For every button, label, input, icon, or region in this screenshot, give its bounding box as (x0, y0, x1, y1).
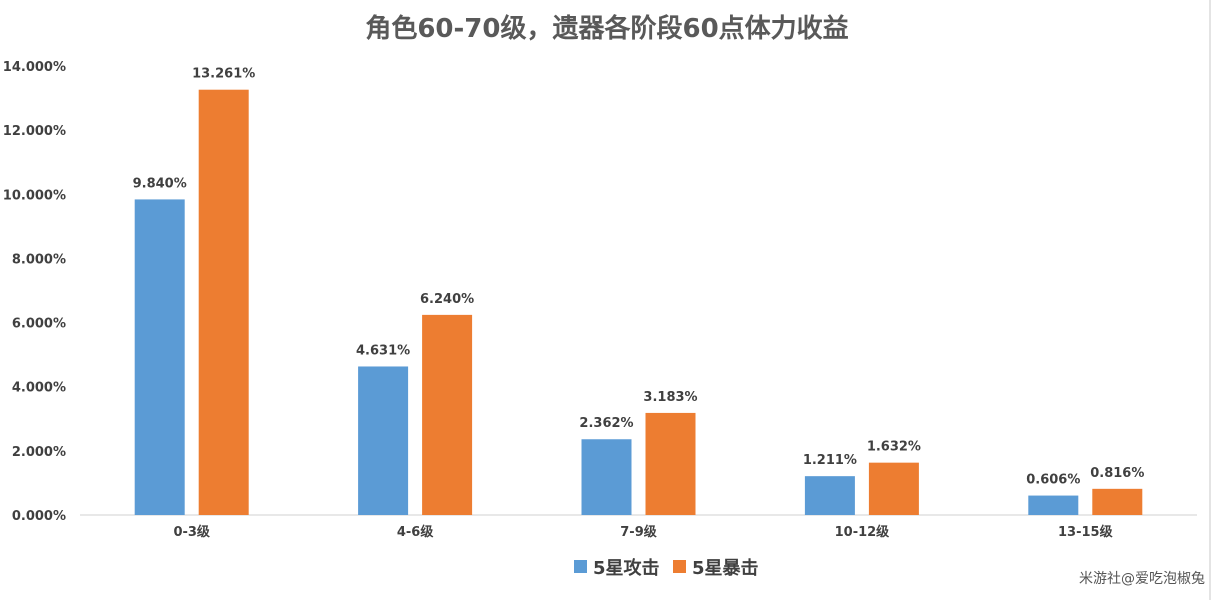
legend-label: 5星攻击 (593, 557, 660, 579)
y-tick-label: 6.000% (12, 317, 66, 332)
bar-attack (134, 199, 185, 515)
bars (134, 89, 1143, 516)
data-labels: 9.840% 13.261% 4.631% 6.240% 2.362% 3.183% 1.2… (133, 67, 1145, 488)
y-tick-label: 12.000% (3, 124, 66, 139)
legend: 5星攻击 5星暴击 (574, 557, 759, 579)
legend-label: 5星暴击 (692, 557, 759, 579)
data-label: 4.631% (356, 343, 410, 358)
legend-swatch (574, 560, 587, 573)
x-tick-label: 0-3级 (173, 524, 210, 540)
bar-crit (645, 412, 696, 515)
y-tick-label: 8.000% (12, 252, 66, 267)
legend-swatch (673, 560, 686, 573)
x-tick-label: 13-15级 (1058, 524, 1114, 540)
x-tick-label: 4-6级 (397, 524, 434, 540)
bar-crit (1092, 488, 1143, 515)
data-label: 1.632% (867, 440, 921, 455)
y-tick-label: 2.000% (12, 445, 66, 460)
y-tick-label: 0.000% (12, 509, 66, 524)
bar-attack (581, 439, 632, 515)
bar-crit (198, 89, 249, 516)
data-label: 3.183% (643, 390, 697, 405)
y-tick-label: 4.000% (12, 381, 66, 396)
bar-crit (422, 314, 473, 515)
x-tick-label: 7-9级 (620, 524, 657, 540)
data-label: 0.816% (1090, 466, 1144, 481)
bar-attack (1028, 495, 1079, 515)
chart-title: 角色60-70级，遗器各阶段60点体力收益 (365, 13, 848, 44)
watermark: 米游社@爱吃泡椒兔 (1079, 571, 1205, 587)
x-tick-label: 10-12级 (835, 524, 891, 540)
data-label: 2.362% (579, 416, 633, 431)
y-tick-label: 10.000% (3, 188, 66, 203)
bar-crit (868, 462, 919, 515)
data-label: 1.211% (803, 453, 857, 468)
y-axis: 0.000% 2.000% 4.000% 6.000% 8.000% 10.000% 12.… (3, 60, 66, 524)
bar-attack (358, 366, 409, 515)
x-axis-labels: 0-3级 4-6级 7-9级 10-12级 13-15级 (173, 524, 1113, 540)
data-label: 13.261% (192, 67, 255, 82)
data-label: 9.840% (133, 176, 187, 191)
data-label: 6.240% (420, 292, 474, 307)
bar-attack (804, 476, 855, 515)
data-label: 0.606% (1026, 473, 1080, 488)
y-tick-label: 14.000% (3, 60, 66, 75)
